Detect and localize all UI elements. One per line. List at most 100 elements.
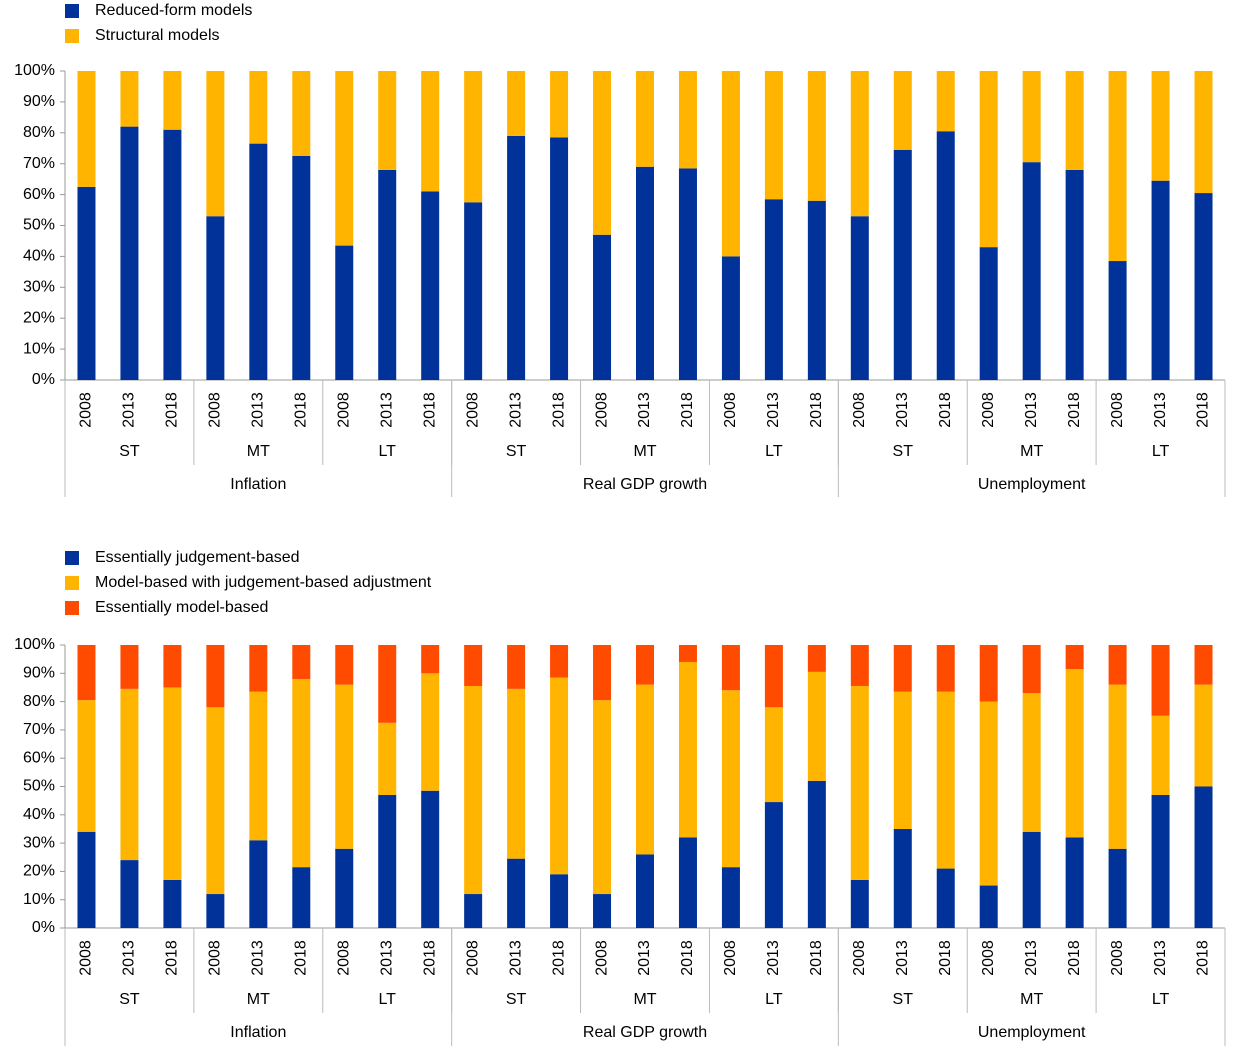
legend-label: Essentially judgement-based xyxy=(95,549,300,566)
legend-label: Model-based with judgement-based adjustm… xyxy=(95,574,432,591)
x-tick-label: 2018 xyxy=(293,392,310,428)
bar-segment xyxy=(163,687,182,880)
y-tick-label: 0% xyxy=(32,371,55,388)
bar-segment xyxy=(979,885,998,928)
bar-segment xyxy=(678,837,697,928)
legend-label: Essentially model-based xyxy=(95,599,268,616)
bar-segment xyxy=(163,645,182,688)
bar-segment xyxy=(550,71,569,138)
x-tick-label: 2013 xyxy=(507,392,524,428)
x-tick-label: 2008 xyxy=(78,392,95,428)
x-tick-label: 2018 xyxy=(164,392,181,428)
y-tick-label: 50% xyxy=(23,778,55,795)
bar-segment xyxy=(1151,794,1170,928)
group-label: MT xyxy=(247,991,270,1008)
bar-segment xyxy=(678,71,697,169)
bar-segment xyxy=(292,678,311,868)
bar-segment xyxy=(850,686,869,880)
y-tick-label: 100% xyxy=(14,62,55,79)
y-tick-label: 20% xyxy=(23,309,55,326)
legend-swatch xyxy=(65,29,79,43)
bar-segment xyxy=(1194,645,1213,685)
group-label: LT xyxy=(378,991,396,1008)
bar-segment xyxy=(893,149,912,380)
bar-segment xyxy=(206,707,225,895)
bar-segment xyxy=(979,701,998,886)
bar-segment xyxy=(936,691,955,869)
bar-segment xyxy=(807,200,826,380)
bar-segment xyxy=(206,894,225,928)
bar-segment xyxy=(507,71,526,136)
bar-segment xyxy=(1194,786,1213,928)
y-tick-label: 80% xyxy=(23,693,55,710)
bar-segment xyxy=(1151,715,1170,795)
bar-segment xyxy=(764,71,783,200)
bar-segment xyxy=(764,802,783,928)
bar-segment xyxy=(1065,71,1084,170)
y-tick-label: 80% xyxy=(23,124,55,141)
bar-segment xyxy=(464,202,483,380)
bar-segment xyxy=(421,71,440,192)
x-tick-label: 2018 xyxy=(421,940,438,976)
bar-segment xyxy=(292,155,311,380)
y-tick-label: 10% xyxy=(23,340,55,357)
bar-segment xyxy=(550,645,569,678)
bar-segment xyxy=(593,71,612,235)
x-tick-label: 2013 xyxy=(636,392,653,428)
bar-segment xyxy=(1065,169,1084,380)
bar-segment xyxy=(249,71,268,144)
bar-segment xyxy=(206,645,225,708)
x-tick-label: 2018 xyxy=(293,940,310,976)
group-label: ST xyxy=(119,443,140,460)
bar-segment xyxy=(378,169,397,380)
bar-segment xyxy=(77,645,96,701)
bar-segment xyxy=(550,137,569,380)
bar-segment xyxy=(1065,837,1084,928)
bar-segment xyxy=(378,722,397,795)
bar-segment xyxy=(979,71,998,248)
bar-segment xyxy=(507,645,526,689)
bar-segment xyxy=(764,645,783,708)
x-tick-label: 2018 xyxy=(808,940,825,976)
bar-segment xyxy=(120,860,139,928)
x-tick-label: 2018 xyxy=(937,940,954,976)
x-tick-label: 2018 xyxy=(550,940,567,976)
x-tick-label: 2008 xyxy=(593,940,610,976)
bar-segment xyxy=(249,645,268,692)
bar-segment xyxy=(464,894,483,928)
bar-segment xyxy=(163,129,182,380)
x-tick-label: 2008 xyxy=(1109,940,1126,976)
x-tick-label: 2013 xyxy=(765,940,782,976)
group-label: ST xyxy=(893,443,914,460)
bar-segment xyxy=(335,684,354,849)
bar-segment xyxy=(936,71,955,132)
bar-segment xyxy=(120,126,139,381)
bar-segment xyxy=(1108,71,1127,262)
bar-segment xyxy=(77,186,96,380)
bar-segment xyxy=(979,645,998,702)
bar-segment xyxy=(335,645,354,685)
bar-segment xyxy=(1108,261,1127,380)
x-tick-label: 2018 xyxy=(1066,940,1083,976)
bar-segment xyxy=(507,858,526,928)
group-label: MT xyxy=(1020,991,1043,1008)
bar-segment xyxy=(979,247,998,380)
x-tick-label: 2013 xyxy=(1023,392,1040,428)
bar-segment xyxy=(1022,645,1041,694)
y-tick-label: 70% xyxy=(23,721,55,738)
x-tick-label: 2008 xyxy=(980,940,997,976)
bar-segment xyxy=(936,131,955,380)
bar-segment xyxy=(120,71,139,127)
y-tick-label: 10% xyxy=(23,891,55,908)
x-tick-label: 2008 xyxy=(722,940,739,976)
y-tick-label: 30% xyxy=(23,279,55,296)
y-tick-label: 90% xyxy=(23,93,55,110)
legend-label: Structural models xyxy=(95,27,220,44)
group-label: Inflation xyxy=(230,1024,286,1041)
group-label: LT xyxy=(378,443,396,460)
bar-segment xyxy=(1022,693,1041,832)
bar-segment xyxy=(636,645,654,685)
bar-segment xyxy=(1194,193,1213,380)
bar-segment xyxy=(550,874,569,928)
bar-segment xyxy=(507,688,526,859)
